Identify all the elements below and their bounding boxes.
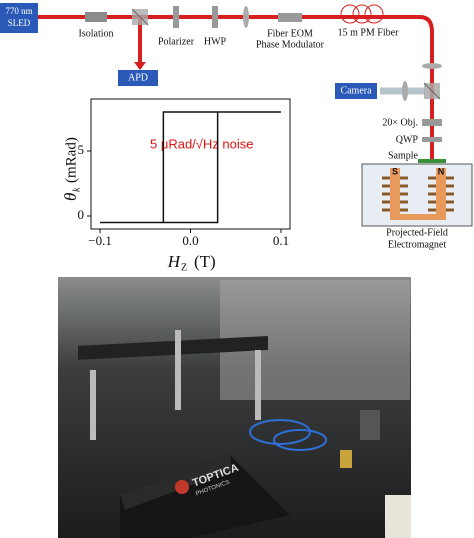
pole-label: N — [438, 166, 445, 176]
eom — [278, 13, 302, 22]
label: Electromagnet — [388, 239, 447, 250]
photo: TOPTICA PHOTONICS — [58, 277, 411, 538]
label: QWP — [396, 134, 419, 145]
chart: 5 μRad/√Hz noise −0.1 0.0 0.1 0 5 — [78, 98, 291, 248]
sled-label: SLED — [8, 18, 31, 28]
y-tick-label: 5 — [78, 142, 85, 157]
lens — [402, 81, 408, 101]
label: Camera — [340, 85, 372, 96]
x-label: H — [167, 252, 182, 271]
sled-box — [0, 3, 38, 33]
pole-label: S — [392, 166, 398, 176]
hwp — [212, 6, 218, 28]
label: APD — [128, 72, 148, 83]
camera-box — [335, 83, 377, 99]
label: Sample — [388, 150, 419, 161]
data-line — [100, 111, 281, 224]
x-tick-label: −0.1 — [88, 233, 112, 248]
annotation: 5 μRad/√Hz noise — [150, 136, 254, 151]
y-tick-label: 0 — [78, 207, 85, 222]
x-tick-label: 0.1 — [273, 233, 289, 248]
y-label-sub: k — [71, 187, 82, 192]
sample — [418, 159, 446, 163]
y-label-unit: (mRad) — [63, 137, 79, 183]
isolator — [85, 12, 107, 22]
sled-label: 770 nm — [5, 6, 32, 16]
beamsplitter-line — [131, 8, 149, 26]
label: Phase Modulator — [256, 39, 325, 50]
apd-box — [118, 70, 158, 86]
yoke — [390, 214, 446, 220]
label: 20× Obj. — [382, 117, 418, 128]
beamsplitter-line — [423, 82, 441, 100]
label: 15 m PM Fiber — [338, 27, 400, 38]
plot-frame — [90, 98, 291, 230]
objective — [422, 119, 442, 126]
fiber-coil — [340, 4, 384, 24]
label: Polarizer — [158, 36, 195, 47]
axis-labels: H Z (T) θ k (mRad) — [61, 137, 216, 273]
qwp — [422, 137, 442, 142]
polarizer — [173, 6, 179, 28]
label: Isolation — [79, 28, 114, 39]
label: Projected-Field — [386, 227, 448, 238]
lens — [422, 63, 442, 69]
x-tick-label: 0.0 — [182, 233, 198, 248]
y-label-group: θ k (mRad) — [61, 137, 82, 201]
pole — [436, 168, 446, 220]
y-label: θ — [61, 193, 80, 201]
lens — [243, 6, 249, 28]
x-label-sub: Z — [181, 262, 187, 273]
pole — [390, 168, 400, 220]
label: Fiber EOM — [267, 28, 313, 39]
label: HWP — [204, 36, 227, 47]
x-label-unit: (T) — [194, 252, 216, 271]
